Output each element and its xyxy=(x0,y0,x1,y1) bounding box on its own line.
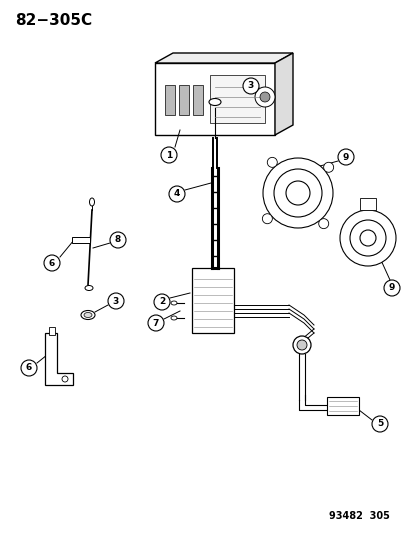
Circle shape xyxy=(273,169,321,217)
Text: 9: 9 xyxy=(388,284,394,293)
Text: 82−305C: 82−305C xyxy=(15,13,92,28)
Ellipse shape xyxy=(85,286,93,290)
Ellipse shape xyxy=(89,198,94,206)
Text: 8: 8 xyxy=(114,236,121,245)
Bar xyxy=(192,85,202,115)
Bar xyxy=(192,268,233,333)
Circle shape xyxy=(371,416,387,432)
Bar xyxy=(178,85,189,115)
Circle shape xyxy=(359,230,375,246)
Circle shape xyxy=(259,92,269,102)
Circle shape xyxy=(323,162,333,172)
Circle shape xyxy=(339,210,395,266)
Text: 2: 2 xyxy=(159,297,165,306)
Circle shape xyxy=(285,181,309,205)
Text: 5: 5 xyxy=(376,419,382,429)
Circle shape xyxy=(154,294,170,310)
Polygon shape xyxy=(72,237,90,243)
Text: 6: 6 xyxy=(26,364,32,373)
Circle shape xyxy=(349,220,385,256)
Bar xyxy=(359,198,375,210)
Circle shape xyxy=(44,255,60,271)
Bar xyxy=(49,327,55,335)
Circle shape xyxy=(262,158,332,228)
Polygon shape xyxy=(274,53,292,135)
Circle shape xyxy=(292,336,310,354)
Text: 3: 3 xyxy=(247,82,254,91)
Circle shape xyxy=(147,315,164,331)
Bar xyxy=(154,63,274,135)
Polygon shape xyxy=(154,53,292,63)
Polygon shape xyxy=(45,333,73,385)
Circle shape xyxy=(161,147,177,163)
Circle shape xyxy=(108,293,124,309)
Ellipse shape xyxy=(171,301,177,305)
Circle shape xyxy=(62,376,68,382)
Circle shape xyxy=(337,149,353,165)
Text: 9: 9 xyxy=(342,152,348,161)
Circle shape xyxy=(21,360,37,376)
Circle shape xyxy=(169,186,185,202)
Text: 93482  305: 93482 305 xyxy=(328,511,389,521)
Ellipse shape xyxy=(171,316,177,320)
Ellipse shape xyxy=(84,312,92,318)
Text: 3: 3 xyxy=(113,296,119,305)
Circle shape xyxy=(242,78,259,94)
Circle shape xyxy=(318,219,328,229)
Circle shape xyxy=(383,280,399,296)
Text: 7: 7 xyxy=(152,319,159,327)
Circle shape xyxy=(254,87,274,107)
Bar xyxy=(209,75,264,123)
Bar xyxy=(326,397,358,415)
Ellipse shape xyxy=(81,311,95,319)
Text: 4: 4 xyxy=(173,190,180,198)
Text: 1: 1 xyxy=(166,150,172,159)
Ellipse shape xyxy=(209,99,221,106)
Bar xyxy=(165,85,175,115)
Circle shape xyxy=(110,232,126,248)
Circle shape xyxy=(267,157,277,167)
Circle shape xyxy=(296,340,306,350)
Circle shape xyxy=(262,214,272,224)
Text: 6: 6 xyxy=(49,259,55,268)
